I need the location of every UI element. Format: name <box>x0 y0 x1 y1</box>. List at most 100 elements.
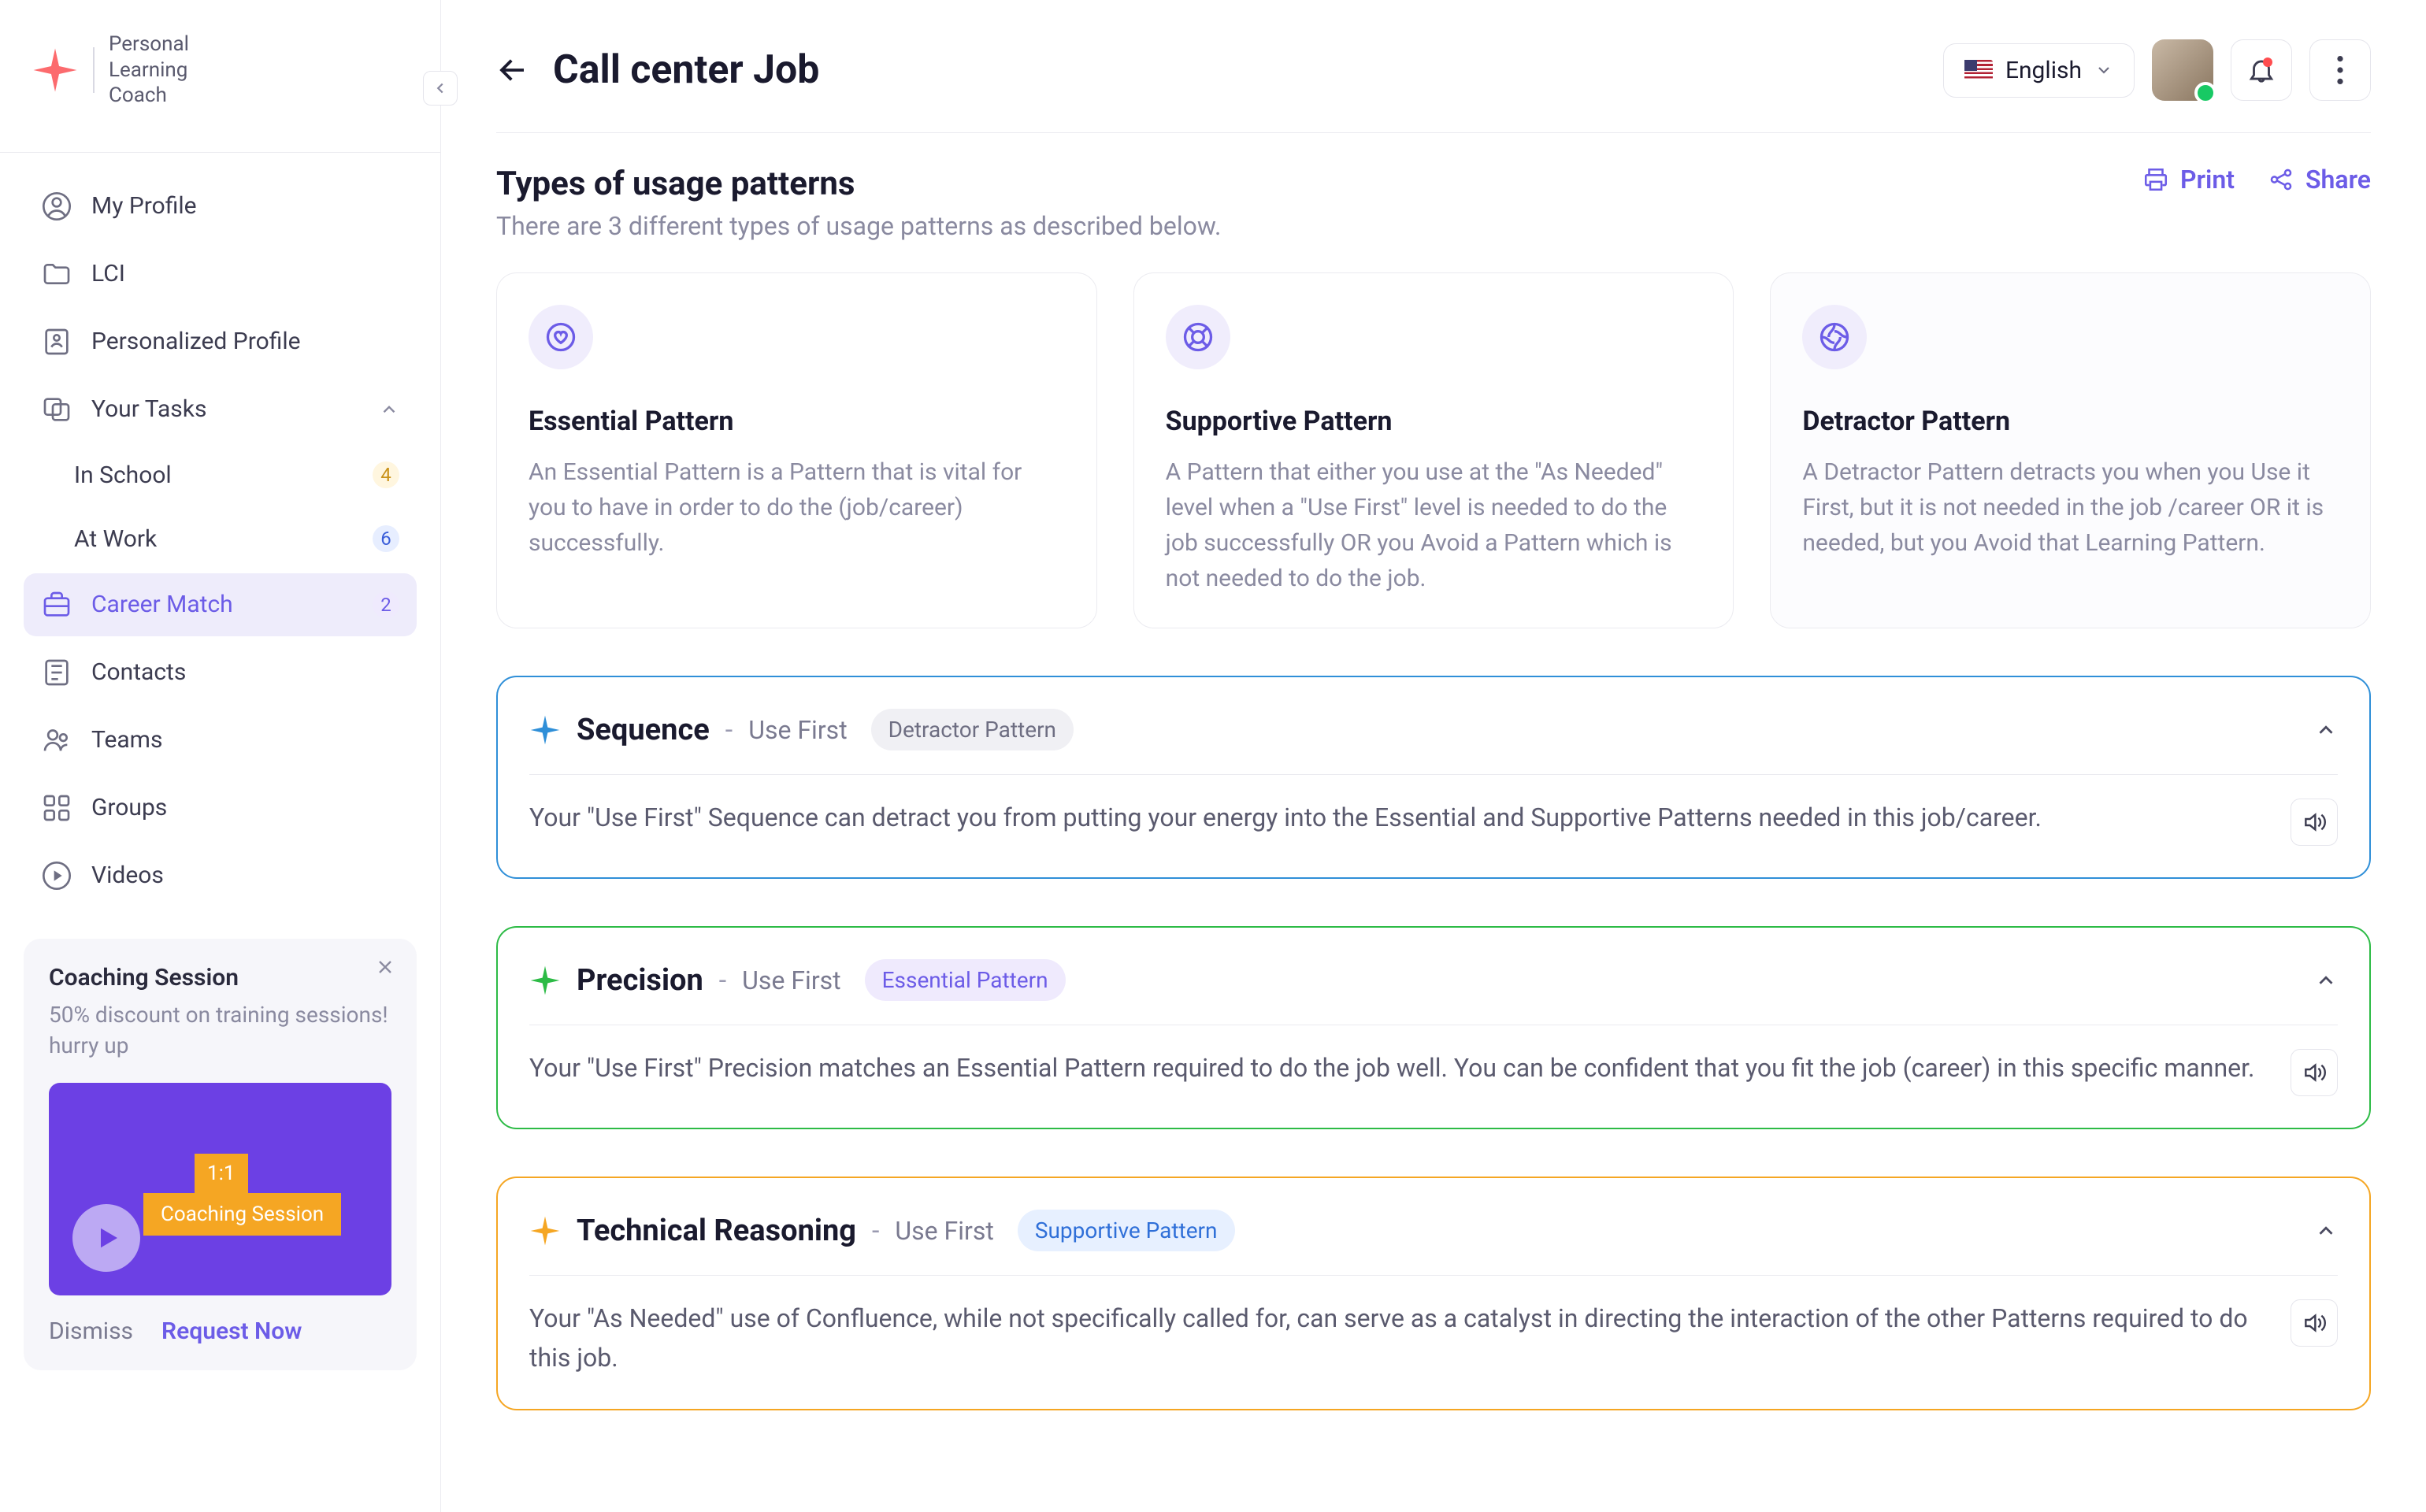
nav-label: In School <box>74 461 172 489</box>
nav-label: My Profile <box>91 192 197 220</box>
speaker-icon <box>2302 810 2327 835</box>
nav-videos[interactable]: Videos <box>24 844 417 907</box>
panel-name: Precision <box>577 963 703 998</box>
promo-dismiss-button[interactable]: Dismiss <box>49 1317 133 1345</box>
nav-lci[interactable]: LCI <box>24 243 417 306</box>
panel-use: Use First <box>748 715 847 745</box>
logo-text: PersonalLearningCoach <box>109 32 189 109</box>
printer-icon <box>2142 166 2169 193</box>
chevron-up-icon <box>379 399 399 420</box>
card-title: Detractor Pattern <box>1802 406 2339 437</box>
panel-sequence: Sequence - Use First Detractor Pattern Y… <box>496 676 2371 879</box>
nav-groups[interactable]: Groups <box>24 776 417 839</box>
speaker-icon <box>2302 1310 2327 1336</box>
logo[interactable]: PersonalLearningCoach <box>24 32 417 109</box>
page-title: Call center Job <box>553 47 819 93</box>
speaker-icon <box>2302 1060 2327 1085</box>
speak-button[interactable] <box>2291 799 2338 846</box>
nav: My Profile LCI Personalized Profile Your… <box>24 175 417 907</box>
card-title: Supportive Pattern <box>1166 406 1702 437</box>
star-icon <box>529 965 561 996</box>
user-circle-icon <box>41 191 72 222</box>
print-button[interactable]: Print <box>2142 165 2235 195</box>
card-desc: A Detractor Pattern detracts you when yo… <box>1802 454 2339 561</box>
flag-us-icon <box>1964 60 1993 80</box>
play-button[interactable] <box>72 1204 140 1272</box>
speak-button[interactable] <box>2291 1299 2338 1347</box>
language-selector[interactable]: English <box>1943 43 2135 98</box>
heart-circle-icon <box>529 305 593 369</box>
nav-contacts[interactable]: Contacts <box>24 641 417 704</box>
chevron-up-icon <box>2314 969 2338 992</box>
promo-close-button[interactable] <box>374 956 396 978</box>
notification-dot <box>2263 57 2272 67</box>
share-button[interactable]: Share <box>2268 165 2371 195</box>
panel-precision: Precision - Use First Essential Pattern … <box>496 926 2371 1129</box>
nav-label: Career Match <box>91 591 233 618</box>
tasks-icon <box>41 394 72 425</box>
promo-card: Coaching Session 50% discount on trainin… <box>24 939 417 1370</box>
folder-icon <box>41 258 72 290</box>
more-menu-button[interactable] <box>2309 39 2371 101</box>
card-detractor: Detractor Pattern A Detractor Pattern de… <box>1770 272 2371 628</box>
nav-teams[interactable]: Teams <box>24 709 417 772</box>
play-icon <box>90 1221 123 1254</box>
back-button[interactable] <box>496 54 529 87</box>
user-avatar[interactable] <box>2152 39 2213 101</box>
nav-label: Teams <box>91 726 162 754</box>
panel-toggle[interactable] <box>2314 718 2338 742</box>
nav-at-work[interactable]: At Work 6 <box>24 510 417 569</box>
notifications-button[interactable] <box>2231 39 2292 101</box>
chevron-up-icon <box>2314 1219 2338 1243</box>
nav-badge: 4 <box>373 461 399 488</box>
panel-toggle[interactable] <box>2314 1219 2338 1243</box>
profile-card-icon <box>41 326 72 358</box>
panel-use: Use First <box>742 965 840 995</box>
logo-star-icon <box>32 46 79 94</box>
share-icon <box>2268 166 2294 193</box>
panel-use: Use First <box>895 1216 993 1246</box>
contacts-icon <box>41 657 72 688</box>
play-circle-icon <box>41 860 72 891</box>
panel-text: Your "As Needed" use of Confluence, whil… <box>529 1299 2267 1377</box>
swirl-icon <box>1802 305 1867 369</box>
nav-label: Contacts <box>91 658 186 686</box>
promo-video[interactable]: 1:1 Coaching Session <box>49 1083 391 1295</box>
nav-my-profile[interactable]: My Profile <box>24 175 417 238</box>
nav-label: Your Tasks <box>91 395 206 423</box>
nav-your-tasks[interactable]: Your Tasks <box>24 378 417 441</box>
nav-in-school[interactable]: In School 4 <box>24 446 417 505</box>
nav-label: Videos <box>91 862 164 889</box>
panel-name: Technical Reasoning <box>577 1214 856 1248</box>
card-essential: Essential Pattern An Essential Pattern i… <box>496 272 1097 628</box>
promo-request-button[interactable]: Request Now <box>161 1317 302 1345</box>
close-icon <box>374 956 396 978</box>
nav-label: LCI <box>91 260 125 287</box>
nav-label: Personalized Profile <box>91 328 301 355</box>
card-supportive: Supportive Pattern A Pattern that either… <box>1133 272 1734 628</box>
sidebar: PersonalLearningCoach My Profile LCI Per… <box>0 0 441 1512</box>
nav-personalized-profile[interactable]: Personalized Profile <box>24 310 417 373</box>
panel-text: Your "Use First" Precision matches an Es… <box>529 1049 2267 1088</box>
grid-icon <box>41 792 72 824</box>
nav-label: At Work <box>74 525 157 553</box>
chevron-up-icon <box>2314 718 2338 742</box>
card-title: Essential Pattern <box>529 406 1065 437</box>
promo-sub: 50% discount on training sessions! hurry… <box>49 999 391 1061</box>
star-icon <box>529 714 561 746</box>
lifebuoy-icon <box>1166 305 1230 369</box>
promo-chip: Coaching Session <box>143 1193 341 1236</box>
panel-pill: Supportive Pattern <box>1018 1210 1235 1251</box>
speak-button[interactable] <box>2291 1049 2338 1096</box>
card-desc: An Essential Pattern is a Pattern that i… <box>529 454 1065 561</box>
nav-career-match[interactable]: Career Match 2 <box>24 573 417 636</box>
panel-pill: Detractor Pattern <box>871 709 1074 750</box>
chevron-down-icon <box>2094 61 2113 80</box>
section-subtitle: There are 3 different types of usage pat… <box>496 211 1221 241</box>
language-label: English <box>2005 57 2082 84</box>
panel-toggle[interactable] <box>2314 969 2338 992</box>
nav-badge: 6 <box>373 525 399 552</box>
team-icon <box>41 724 72 756</box>
panel-technical: Technical Reasoning - Use First Supporti… <box>496 1177 2371 1410</box>
star-icon <box>529 1215 561 1247</box>
